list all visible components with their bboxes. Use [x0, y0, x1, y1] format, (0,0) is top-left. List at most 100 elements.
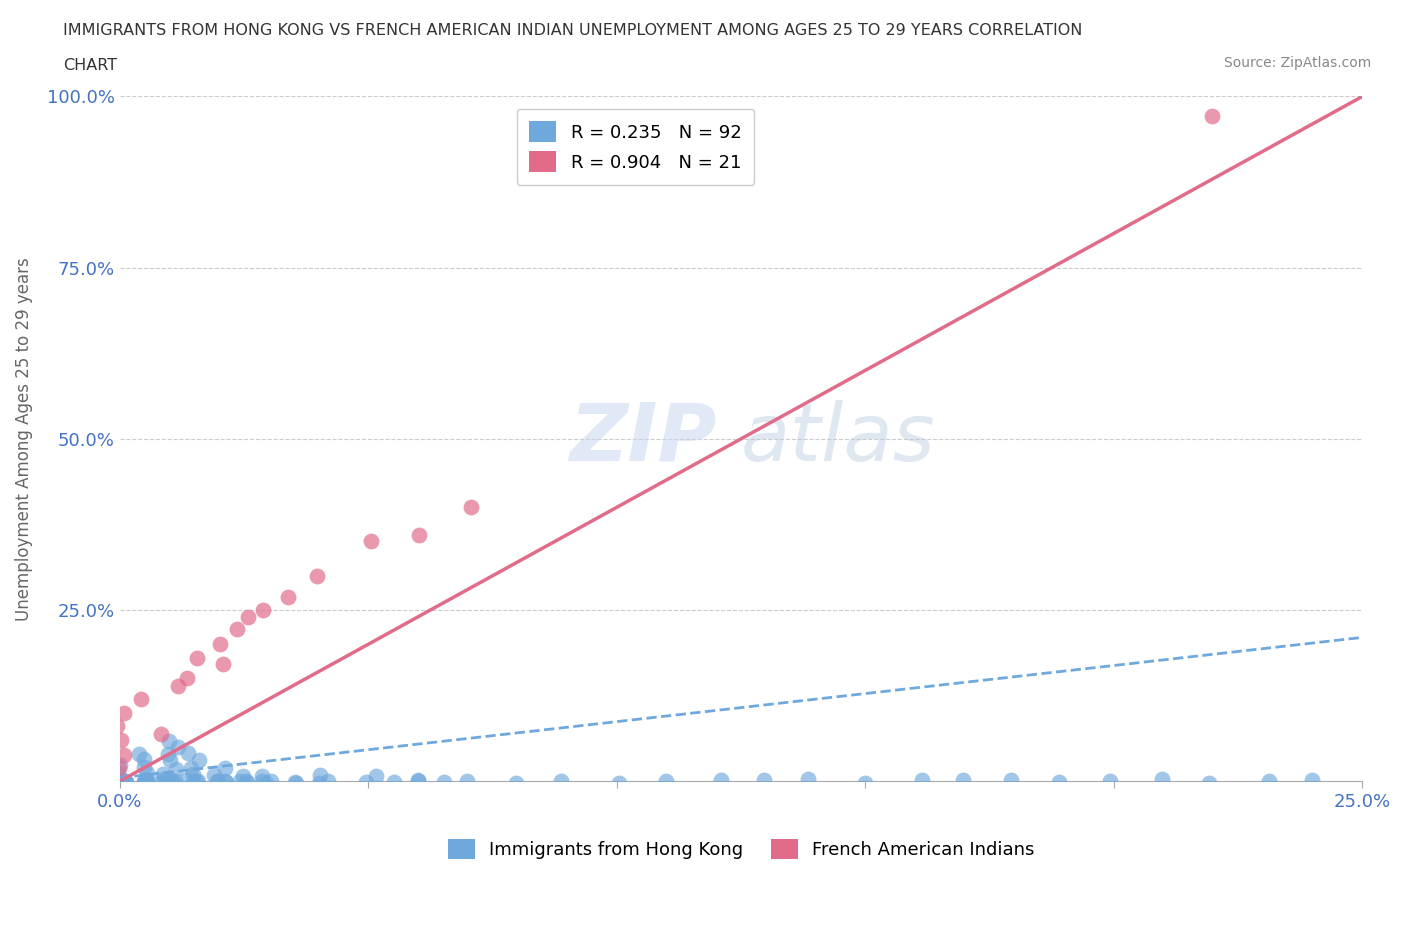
- Point: [108, 775, 131, 790]
- Point: [181, 775, 204, 790]
- Point: [114, 773, 136, 788]
- Point: [260, 774, 283, 789]
- Point: [207, 774, 229, 789]
- Point: [165, 762, 187, 777]
- Point: [911, 773, 934, 788]
- Point: [174, 773, 197, 788]
- Point: [112, 748, 135, 763]
- Point: [105, 773, 128, 788]
- Point: [215, 775, 238, 790]
- Point: [108, 775, 131, 790]
- Point: [105, 718, 128, 733]
- Point: [101, 774, 124, 789]
- Point: [205, 774, 228, 789]
- Point: [152, 772, 174, 787]
- Point: [550, 774, 572, 789]
- Point: [232, 769, 254, 784]
- Point: [202, 767, 225, 782]
- Point: [307, 568, 329, 583]
- Point: [235, 774, 257, 789]
- Point: [1098, 774, 1121, 789]
- Point: [180, 760, 202, 775]
- Point: [364, 768, 387, 783]
- Point: [1198, 776, 1220, 790]
- Point: [108, 775, 131, 790]
- Point: [107, 767, 129, 782]
- Point: [132, 774, 155, 789]
- Point: [254, 775, 277, 790]
- Text: CHART: CHART: [63, 58, 117, 73]
- Point: [226, 621, 249, 636]
- Point: [236, 775, 259, 790]
- Point: [114, 775, 136, 790]
- Point: [186, 774, 208, 789]
- Point: [110, 733, 132, 748]
- Point: [132, 751, 155, 766]
- Point: [187, 773, 209, 788]
- Point: [229, 773, 252, 788]
- Point: [456, 774, 478, 789]
- Point: [110, 773, 132, 788]
- Point: [111, 774, 134, 789]
- Point: [163, 774, 186, 789]
- Point: [408, 528, 430, 543]
- Point: [166, 740, 188, 755]
- Point: [149, 775, 172, 790]
- Point: [214, 761, 236, 776]
- Point: [1000, 773, 1022, 788]
- Text: atlas: atlas: [741, 400, 936, 478]
- Point: [308, 776, 330, 790]
- Y-axis label: Unemployment Among Ages 25 to 29 years: Unemployment Among Ages 25 to 29 years: [15, 257, 32, 620]
- Point: [710, 773, 733, 788]
- Point: [316, 773, 339, 788]
- Point: [112, 774, 135, 789]
- Point: [156, 747, 179, 762]
- Point: [406, 773, 429, 788]
- Point: [186, 651, 208, 666]
- Point: [433, 775, 456, 790]
- Point: [150, 726, 173, 741]
- Point: [284, 775, 307, 790]
- Point: [655, 774, 678, 789]
- Point: [176, 671, 198, 686]
- Point: [1201, 109, 1223, 124]
- Point: [285, 776, 308, 790]
- Point: [308, 767, 330, 782]
- Point: [131, 691, 153, 706]
- Text: IMMIGRANTS FROM HONG KONG VS FRENCH AMERICAN INDIAN UNEMPLOYMENT AMONG AGES 25 T: IMMIGRANTS FROM HONG KONG VS FRENCH AMER…: [63, 23, 1083, 38]
- Point: [111, 776, 134, 790]
- Point: [132, 775, 155, 790]
- Point: [236, 610, 259, 625]
- Point: [108, 775, 131, 790]
- Point: [110, 775, 132, 790]
- Point: [187, 752, 209, 767]
- Point: [112, 706, 135, 721]
- Point: [159, 753, 181, 768]
- Point: [505, 776, 527, 790]
- Legend: Immigrants from Hong Kong, French American Indians: Immigrants from Hong Kong, French Americ…: [440, 831, 1042, 867]
- Point: [277, 590, 299, 604]
- Point: [132, 775, 155, 790]
- Point: [382, 775, 405, 790]
- Point: [132, 760, 155, 775]
- Point: [152, 766, 174, 781]
- Point: [181, 767, 204, 782]
- Point: [166, 679, 188, 694]
- Point: [101, 773, 124, 788]
- Point: [128, 747, 150, 762]
- Point: [1258, 773, 1281, 788]
- Point: [754, 773, 776, 788]
- Point: [135, 765, 157, 780]
- Point: [208, 637, 231, 652]
- Point: [607, 776, 630, 790]
- Point: [112, 774, 135, 789]
- Point: [156, 773, 179, 788]
- Point: [952, 773, 974, 788]
- Point: [797, 772, 820, 787]
- Point: [853, 776, 876, 790]
- Point: [156, 774, 179, 789]
- Point: [212, 657, 235, 671]
- Point: [136, 773, 159, 788]
- Point: [1301, 773, 1323, 788]
- Point: [354, 775, 377, 790]
